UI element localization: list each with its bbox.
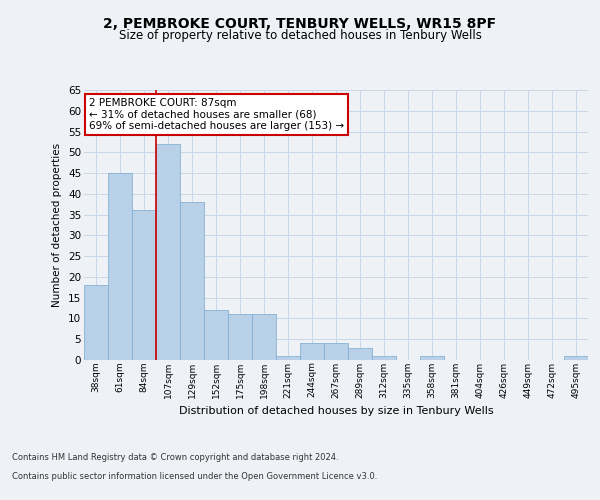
Bar — [204, 310, 228, 360]
Bar — [156, 144, 180, 360]
Bar — [300, 344, 324, 360]
Bar — [420, 356, 444, 360]
Bar — [372, 356, 396, 360]
Text: 2, PEMBROKE COURT, TENBURY WELLS, WR15 8PF: 2, PEMBROKE COURT, TENBURY WELLS, WR15 8… — [103, 18, 497, 32]
Text: 2 PEMBROKE COURT: 87sqm
← 31% of detached houses are smaller (68)
69% of semi-de: 2 PEMBROKE COURT: 87sqm ← 31% of detache… — [89, 98, 344, 132]
Bar — [324, 344, 348, 360]
X-axis label: Distribution of detached houses by size in Tenbury Wells: Distribution of detached houses by size … — [179, 406, 493, 416]
Bar — [108, 173, 132, 360]
Bar — [84, 285, 108, 360]
Text: Size of property relative to detached houses in Tenbury Wells: Size of property relative to detached ho… — [119, 29, 481, 42]
Bar — [228, 314, 252, 360]
Text: Contains HM Land Registry data © Crown copyright and database right 2024.: Contains HM Land Registry data © Crown c… — [12, 454, 338, 462]
Bar — [132, 210, 156, 360]
Bar — [564, 356, 588, 360]
Bar — [252, 314, 276, 360]
Bar — [180, 202, 204, 360]
Bar — [348, 348, 372, 360]
Y-axis label: Number of detached properties: Number of detached properties — [52, 143, 62, 307]
Bar — [276, 356, 300, 360]
Text: Contains public sector information licensed under the Open Government Licence v3: Contains public sector information licen… — [12, 472, 377, 481]
